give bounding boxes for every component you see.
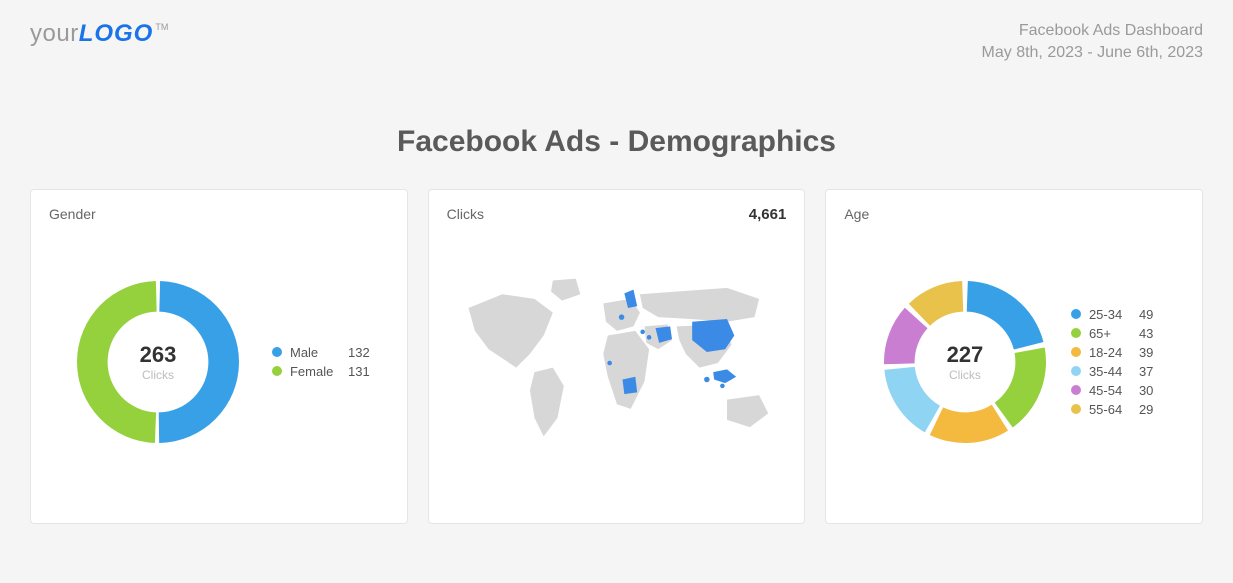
date-range: May 8th, 2023 - June 6th, 2023 [982,42,1203,64]
header: yourLOGOTM Facebook Ads Dashboard May 8t… [0,0,1233,65]
legend-label: 35-44 [1089,364,1131,379]
legend-value: 37 [1139,364,1153,379]
age-center-value: 227 [947,342,984,368]
age-center-label: Clicks [949,368,981,382]
gender-center-label: Clicks [142,368,174,382]
legend-row: 45-54 30 [1071,383,1153,398]
age-donut-center: 227 Clicks [875,272,1055,452]
legend-row: Male 132 [272,345,370,360]
legend-value: 49 [1139,307,1153,322]
legend-value: 30 [1139,383,1153,398]
legend-row: 25-34 49 [1071,307,1153,322]
legend-dot [1071,404,1081,414]
legend-label: 65+ [1089,326,1131,341]
legend-row: 18-24 39 [1071,345,1153,360]
age-card-title: Age [844,206,869,222]
clicks-metric: 4,661 [749,206,787,223]
legend-dot [1071,366,1081,376]
clicks-card-header: Clicks 4,661 [447,206,787,223]
legend-dot [1071,385,1081,395]
cards-row: Gender 263 Clicks Male 132 Female 131 Click… [0,189,1233,524]
gender-card: Gender 263 Clicks Male 132 Female 131 [30,189,408,524]
world-map [452,268,782,458]
legend-value: 29 [1139,402,1153,417]
gender-donut-wrap: 263 Clicks Male 132 Female 131 [49,232,389,492]
age-card: Age 227 Clicks 25-344965+4318-243935-443… [825,189,1203,524]
gender-card-title: Gender [49,206,96,222]
age-card-header: Age [844,206,1184,222]
page-title: Facebook Ads - Demographics [0,125,1233,159]
gender-legend: Male 132 Female 131 [272,341,370,383]
gender-center-value: 263 [140,342,177,368]
logo-your: your [30,20,79,47]
logo-tm: TM [155,22,168,32]
logo-bold: LOGO [79,20,154,47]
legend-value: 131 [348,364,370,379]
legend-label: 45-54 [1089,383,1131,398]
clicks-card-title: Clicks [447,206,484,222]
age-donut: 227 Clicks [875,272,1055,452]
legend-row: 55-64 29 [1071,402,1153,417]
age-donut-wrap: 227 Clicks 25-34 49 65+ 43 18-24 39 35-44 37 45-… [844,232,1184,492]
age-legend: 25-34 49 65+ 43 18-24 39 35-44 37 45-54 30 55-64 29 [1071,303,1153,421]
legend-dot [1071,347,1081,357]
legend-label: 25-34 [1089,307,1131,322]
legend-value: 39 [1139,345,1153,360]
legend-label: 18-24 [1089,345,1131,360]
legend-label: 55-64 [1089,402,1131,417]
gender-donut: 263 Clicks [68,272,248,452]
gender-card-header: Gender [49,206,389,222]
legend-row: Female 131 [272,364,370,379]
legend-dot [1071,309,1081,319]
logo: yourLOGOTM [30,20,166,48]
dashboard-title: Facebook Ads Dashboard [982,20,1203,42]
legend-row: 65+ 43 [1071,326,1153,341]
map-wrap [447,233,787,493]
gender-donut-center: 263 Clicks [68,272,248,452]
legend-dot [272,347,282,357]
legend-label: Male [290,345,340,360]
legend-dot [1071,328,1081,338]
legend-value: 132 [348,345,370,360]
header-right: Facebook Ads Dashboard May 8th, 2023 - J… [982,20,1203,65]
clicks-card: Clicks 4,661 [428,189,806,524]
legend-value: 43 [1139,326,1153,341]
legend-dot [272,366,282,376]
legend-row: 35-44 37 [1071,364,1153,379]
legend-label: Female [290,364,340,379]
